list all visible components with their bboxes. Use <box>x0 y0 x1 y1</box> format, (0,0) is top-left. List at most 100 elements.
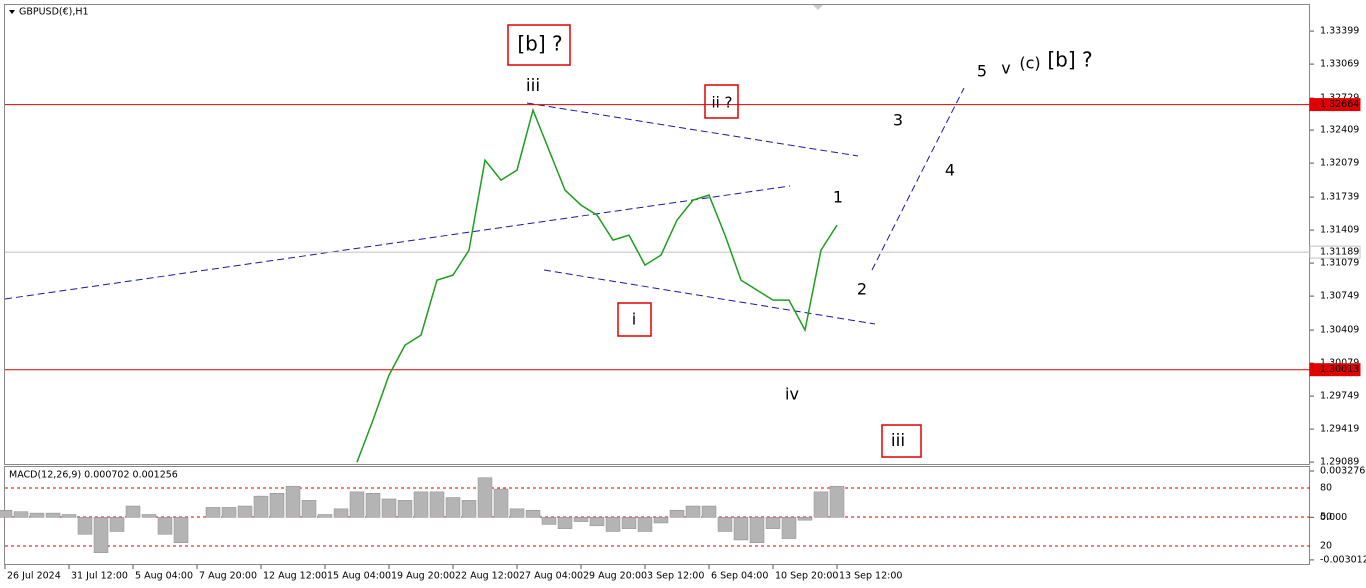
price-label: 1.32664 <box>1320 99 1359 110</box>
symbol-label: GBPUSD(€),H1 <box>19 7 89 18</box>
y-tick-label: 1.32409 <box>1320 125 1359 136</box>
macd-bar <box>781 517 797 539</box>
macd-bar <box>253 495 269 518</box>
y-tick-label: 1.31079 <box>1320 258 1359 269</box>
wave-label: 1 <box>833 188 843 207</box>
macd-bar <box>621 517 637 529</box>
x-tick-label: 13 Sep 12:00 <box>839 571 902 582</box>
x-tick-label: 10 Sep 20:00 <box>775 571 838 582</box>
macd-bar <box>589 517 605 527</box>
macd-bar <box>221 507 237 518</box>
y-tick-label: 1.31739 <box>1320 192 1359 203</box>
wave-label: iii <box>891 431 905 451</box>
x-tick-label: 29 Aug 20:00 <box>583 571 647 582</box>
macd-bar <box>525 510 541 518</box>
y-tick-label: 0.000 <box>1320 512 1347 523</box>
wave-label: iv <box>785 385 799 404</box>
macd-bar <box>333 508 349 518</box>
wave-label: 2 <box>857 280 867 299</box>
x-tick-label: 19 Aug 20:00 <box>391 571 455 582</box>
price-label: 1.30013 <box>1320 364 1359 375</box>
macd-bar <box>237 505 253 518</box>
macd-bar <box>45 512 61 518</box>
macd-bar <box>813 491 829 518</box>
level-label: 50 <box>1320 512 1332 523</box>
x-tick-label: 5 Aug 04:00 <box>135 571 193 582</box>
macd-bar <box>397 500 413 518</box>
macd-bar <box>29 512 45 518</box>
macd-bar <box>701 505 717 518</box>
macd-bar <box>381 498 397 518</box>
macd-bar <box>205 507 221 518</box>
macd-bar <box>445 497 461 518</box>
x-tick-label: 31 Jul 12:00 <box>71 571 128 582</box>
annotation-box <box>881 424 922 458</box>
x-tick-label: 7 Aug 20:00 <box>199 571 257 582</box>
level-label: 80 <box>1320 483 1332 494</box>
trend-line <box>526 102 859 157</box>
macd-bar <box>493 488 509 518</box>
y-tick-label: 1.32079 <box>1320 158 1359 169</box>
wave-label: 5 <box>977 62 987 81</box>
macd-bar <box>61 514 77 518</box>
macd-bar <box>365 493 381 518</box>
y-tick-label: 1.31409 <box>1320 225 1359 236</box>
macd-bar <box>733 517 749 541</box>
wave-label: 3 <box>893 111 903 130</box>
wave-label: 4 <box>945 161 955 180</box>
price-label-box <box>1309 363 1361 377</box>
wave-label: i <box>632 310 636 329</box>
menu-arrow <box>9 10 15 14</box>
annotation-boxes <box>507 24 922 458</box>
x-tick-label: 15 Aug 04:00 <box>327 571 391 582</box>
x-tick-label: 27 Aug 04:00 <box>519 571 583 582</box>
macd-bar <box>669 510 685 518</box>
x-tick-label: 3 Sep 12:00 <box>647 571 704 582</box>
wave-label: v <box>1001 59 1010 78</box>
y-tick-label: 1.33399 <box>1320 26 1359 37</box>
wave-label: ii ? <box>711 94 732 112</box>
macd-bar <box>685 505 701 518</box>
y-tick-label: 1.30749 <box>1320 291 1359 302</box>
price-label-box <box>1309 98 1361 112</box>
wave-label: iii <box>526 76 540 96</box>
wave-label: (c) <box>1019 54 1040 73</box>
x-tick-label: 12 Aug 12:00 <box>263 571 327 582</box>
y-tick-label: 1.29089 <box>1320 457 1359 468</box>
trend-lines <box>4 87 965 325</box>
macd-bar <box>557 517 573 529</box>
macd-bar <box>653 517 669 524</box>
price-line-series <box>356 107 838 463</box>
x-tick-label: 6 Sep 04:00 <box>711 571 768 582</box>
annotation-box <box>617 302 652 337</box>
macd-bar <box>301 500 317 518</box>
macd-bar <box>349 491 365 518</box>
macd-bar <box>829 485 845 518</box>
macd-bar <box>109 517 125 532</box>
trend-line <box>543 269 876 325</box>
macd-bar <box>749 517 765 544</box>
macd-bar <box>717 517 733 532</box>
y-tick-label: -0.003012 <box>1320 554 1366 565</box>
macd-bar <box>765 517 781 529</box>
annotation-box <box>507 24 571 66</box>
y-tick-label: 1.30079 <box>1320 358 1359 369</box>
macd-title: MACD(12,26,9) 0.000702 0.001256 <box>9 470 178 481</box>
y-tick-label: 1.29419 <box>1320 424 1359 435</box>
y-tick-label: 1.30409 <box>1320 325 1359 336</box>
price-label-box <box>1309 245 1361 259</box>
y-tick-label: 1.33069 <box>1320 59 1359 70</box>
y-tick-label: 0.003276 <box>1320 466 1365 477</box>
x-tick-label: 22 Aug 12:00 <box>455 571 519 582</box>
macd-bar <box>413 491 429 518</box>
macd-bar <box>285 485 301 518</box>
macd-bar <box>0 510 13 518</box>
macd-bar <box>605 517 621 532</box>
macd-bar <box>13 511 29 518</box>
y-tick-label: 1.29749 <box>1320 391 1359 402</box>
main-frame <box>4 4 1310 465</box>
macd-bar <box>269 493 285 518</box>
level-label: 20 <box>1320 541 1332 552</box>
